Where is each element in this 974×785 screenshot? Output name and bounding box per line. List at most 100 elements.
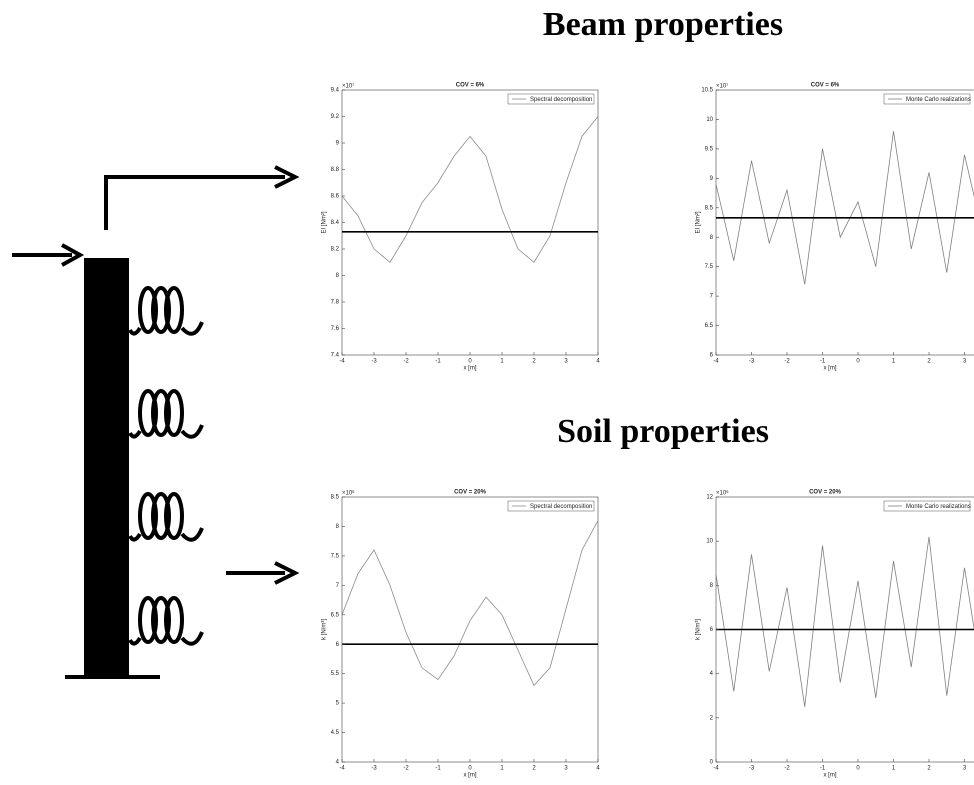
y-tick-label: 10 <box>706 117 713 123</box>
y-tick-label: 7.4 <box>331 353 340 359</box>
x-tick-label: -4 <box>713 359 719 365</box>
legend-label: Spectral decomposition <box>530 504 592 510</box>
y-tick-label: 8 <box>710 583 714 589</box>
y-tick-label: 8.5 <box>705 205 714 211</box>
x-tick-label: 2 <box>927 359 931 365</box>
spring-coil <box>138 389 158 437</box>
y-tick-label: 8.5 <box>331 495 340 501</box>
x-tick-label: 3 <box>564 359 568 365</box>
spring-coil <box>138 596 158 644</box>
x-axis-label: x [m] <box>464 366 477 372</box>
y-tick-label: 7 <box>336 583 340 589</box>
y-tick-label: 7.6 <box>331 326 340 332</box>
y-tick-label: 6 <box>710 353 714 359</box>
y-tick-label: 9.5 <box>705 146 714 152</box>
x-tick-label: 0 <box>856 766 860 772</box>
chart: -4 -3 -2 -1 0 1 2 3 4 7.4 7.6 7.8 8 8.2 8.4 8.6 8.8 9 9.2 9… <box>322 83 601 372</box>
spring-coil <box>164 389 184 437</box>
spring-coil <box>151 596 171 644</box>
legend-label: Monte Carlo realizations <box>906 504 971 510</box>
x-tick-label: -3 <box>371 359 377 365</box>
y-tick-label: 9.4 <box>331 88 340 94</box>
x-tick-label: -4 <box>713 766 719 772</box>
x-tick-label: 1 <box>892 766 896 772</box>
x-tick-label: 0 <box>468 766 472 772</box>
plot-area <box>341 496 599 763</box>
x-tick-label: -2 <box>784 766 790 772</box>
spring-coil <box>151 389 171 437</box>
y-tick-label: 0 <box>710 760 714 766</box>
x-tick-label: 4 <box>596 359 600 365</box>
y-axis-label: EI [Nm²] <box>696 211 702 233</box>
spring-coil <box>138 492 158 540</box>
y-tick-label: 8.2 <box>331 247 340 253</box>
pile-diagram <box>12 165 300 679</box>
chart-title: COV = 20% <box>454 490 487 496</box>
y-tick-label: 7.5 <box>705 264 714 270</box>
x-tick-label: 2 <box>532 766 536 772</box>
y-tick-label: 6 <box>710 627 714 633</box>
spring-end <box>128 527 204 542</box>
x-tick-label: -3 <box>371 766 377 772</box>
y-tick-label: 8.6 <box>331 194 340 200</box>
x-tick-label: -1 <box>435 766 441 772</box>
y-multiplier: ×10⁷ <box>342 83 354 90</box>
x-tick-label: 3 <box>564 766 568 772</box>
y-tick-label: 8.4 <box>331 220 340 226</box>
y-tick-label: 9 <box>710 176 714 182</box>
y-tick-label: 9 <box>336 141 340 147</box>
series-line <box>715 131 974 285</box>
y-tick-label: 7.8 <box>331 300 340 306</box>
x-tick-label: 1 <box>892 359 896 365</box>
x-tick-label: 2 <box>927 766 931 772</box>
y-tick-label: 8 <box>336 273 340 279</box>
x-tick-label: 4 <box>596 766 600 772</box>
legend-label: Monte Carlo realizations <box>906 97 971 103</box>
chart-title: COV = 6% <box>811 83 840 89</box>
chart-title: COV = 20% <box>809 490 842 496</box>
y-tick-label: 4 <box>710 671 714 677</box>
x-tick-label: -4 <box>339 766 345 772</box>
x-tick-label: -4 <box>339 359 345 365</box>
y-tick-label: 7.5 <box>331 553 340 559</box>
legend-box <box>507 500 595 512</box>
x-tick-label: -2 <box>784 359 790 365</box>
x-tick-label: -3 <box>749 359 755 365</box>
y-tick-label: 5.5 <box>331 671 340 677</box>
y-tick-label: 4 <box>336 760 340 766</box>
y-multiplier: ×10⁶ <box>716 490 729 497</box>
y-tick-label: 7 <box>710 294 714 300</box>
x-tick-label: 1 <box>500 359 504 365</box>
x-tick-label: 3 <box>963 359 967 365</box>
x-axis-label: x [m] <box>824 366 837 372</box>
spring-coil <box>151 492 171 540</box>
spring-end <box>128 321 204 336</box>
y-tick-label: 6 <box>336 642 340 648</box>
section-title: Beam properties <box>543 6 783 43</box>
x-axis-label: x [m] <box>824 773 837 779</box>
x-axis-label: x [m] <box>464 773 477 779</box>
x-tick-label: -2 <box>403 359 409 365</box>
x-tick-label: -3 <box>749 766 755 772</box>
x-tick-label: 3 <box>963 766 967 772</box>
spring-coil <box>164 492 184 540</box>
legend-box <box>883 500 971 512</box>
series-line <box>715 536 974 707</box>
x-tick-label: -1 <box>820 766 826 772</box>
y-tick-label: 12 <box>706 495 713 501</box>
y-tick-label: 6.5 <box>705 323 714 329</box>
chart-title: COV = 6% <box>456 83 485 89</box>
x-tick-label: 0 <box>856 359 860 365</box>
chart: -4 -3 -2 -1 0 1 2 3 4 4 4.5 5 5.5 6 6.5 7 7.5 8 8.5 COV = 2… <box>322 490 601 779</box>
y-tick-label: 5 <box>336 701 340 707</box>
y-tick-label: 6.5 <box>331 612 340 618</box>
plot-area <box>715 89 974 356</box>
legend-box <box>883 93 971 105</box>
y-tick-label: 8 <box>710 235 714 241</box>
spring-coil <box>138 286 158 334</box>
y-axis-label: EI [Nm²] <box>322 211 328 233</box>
series-line <box>341 520 599 687</box>
